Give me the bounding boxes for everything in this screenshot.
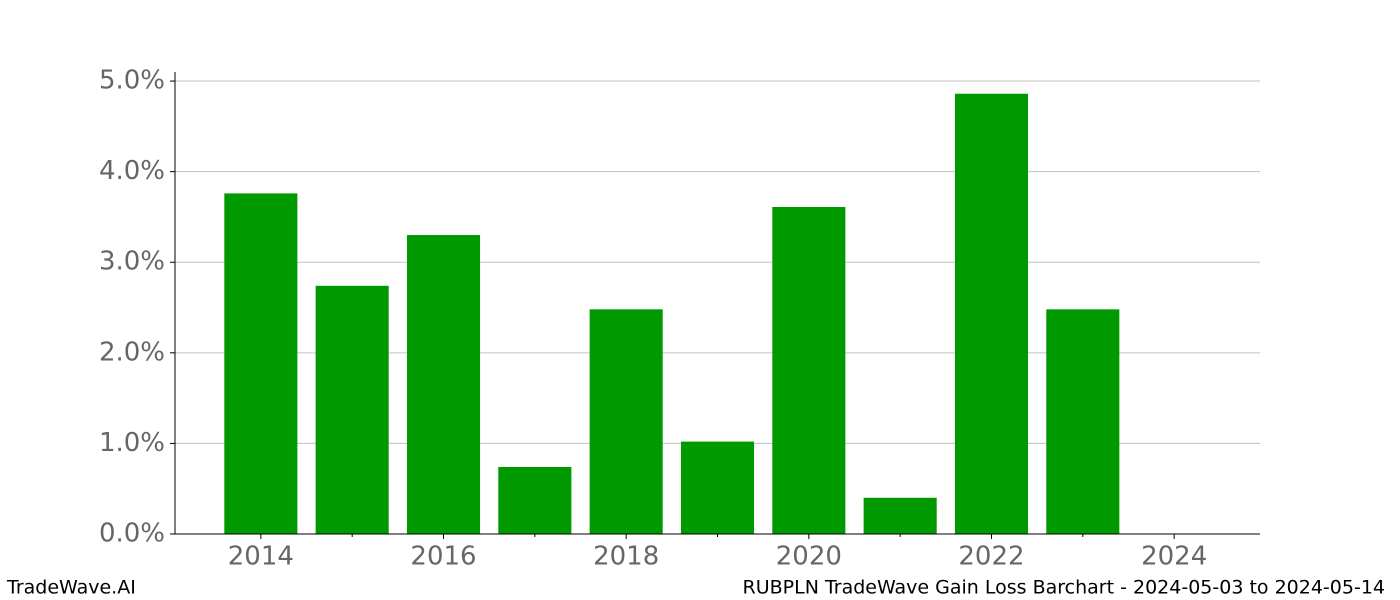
bar [406, 235, 481, 534]
bar [589, 309, 663, 534]
chart-title: RUBPLN TradeWave Gain Loss Barchart - 20… [743, 577, 1385, 599]
bar [315, 285, 389, 534]
bar [954, 93, 1029, 534]
x-tick-label: 2024 [1141, 542, 1207, 572]
bar [498, 466, 572, 534]
x-tick-label: 2016 [410, 542, 476, 572]
x-tick-label: 2014 [228, 542, 294, 572]
y-tick-label: 4.0% [99, 156, 165, 186]
y-tick-label: 2.0% [99, 337, 165, 367]
y-tick-label: 5.0% [99, 66, 165, 96]
y-tick-label: 3.0% [99, 247, 165, 277]
bar [680, 441, 755, 534]
x-tick-label: 2018 [593, 542, 659, 572]
y-tick-label: 1.0% [99, 428, 165, 458]
bar [224, 193, 298, 534]
x-tick-label: 2022 [958, 542, 1024, 572]
bar [1046, 309, 1120, 534]
y-tick-label: 0.0% [99, 519, 165, 549]
bar [772, 206, 846, 534]
x-tick-label: 2020 [776, 542, 842, 572]
brand: TradeWave.AI [6, 577, 136, 599]
bar [863, 497, 937, 534]
